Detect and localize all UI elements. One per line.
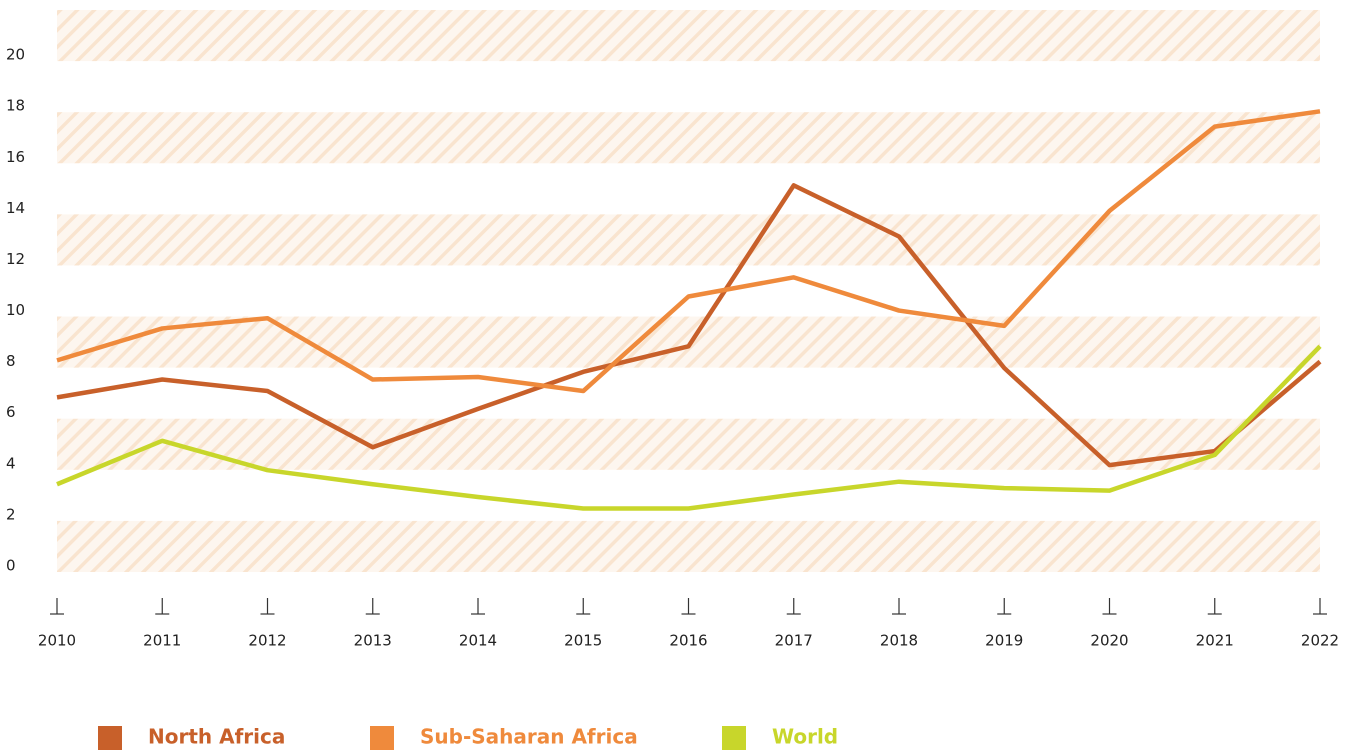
legend-label: North Africa — [148, 725, 285, 749]
band — [57, 520, 1320, 572]
legend-swatch — [98, 726, 122, 750]
y-tick-label: 12 — [6, 250, 25, 268]
band — [57, 214, 1320, 266]
x-tick-label: 2021 — [1196, 632, 1234, 650]
x-tick-label: 2013 — [354, 632, 392, 650]
band — [57, 10, 1320, 62]
y-tick-label: 14 — [6, 199, 25, 217]
legend-label: World — [772, 725, 838, 749]
y-tick-label: 4 — [6, 454, 16, 472]
x-tick-label: 2015 — [564, 632, 602, 650]
legend-label: Sub-Saharan Africa — [420, 725, 638, 749]
y-tick-label: 8 — [6, 352, 16, 370]
series-line — [56, 344, 1322, 511]
band — [57, 112, 1320, 164]
y-tick-label: 0 — [6, 557, 16, 575]
y-tick-label: 2 — [6, 505, 16, 523]
band — [57, 418, 1320, 470]
y-tick-label: 16 — [6, 148, 25, 166]
x-tick-label: 2019 — [985, 632, 1023, 650]
series-line — [56, 109, 1321, 394]
x-tick-label: 2018 — [880, 632, 918, 650]
legend-swatch — [722, 726, 746, 750]
x-tick-label: 2012 — [248, 632, 286, 650]
y-tick-label: 6 — [6, 403, 16, 421]
legend-swatch — [370, 726, 394, 750]
x-tick-label: 2010 — [38, 632, 76, 650]
series-line — [56, 183, 1322, 468]
y-tick-label: 18 — [6, 97, 25, 115]
x-tick-label: 2017 — [775, 632, 813, 650]
band — [57, 316, 1320, 368]
x-tick-label: 2016 — [669, 632, 707, 650]
y-tick-label: 10 — [6, 301, 25, 319]
x-tick-label: 2014 — [459, 632, 497, 650]
x-tick-label: 2022 — [1301, 632, 1339, 650]
x-tick-label: 2011 — [143, 632, 181, 650]
x-tick-label: 2020 — [1090, 632, 1128, 650]
y-tick-label: 20 — [6, 46, 25, 64]
